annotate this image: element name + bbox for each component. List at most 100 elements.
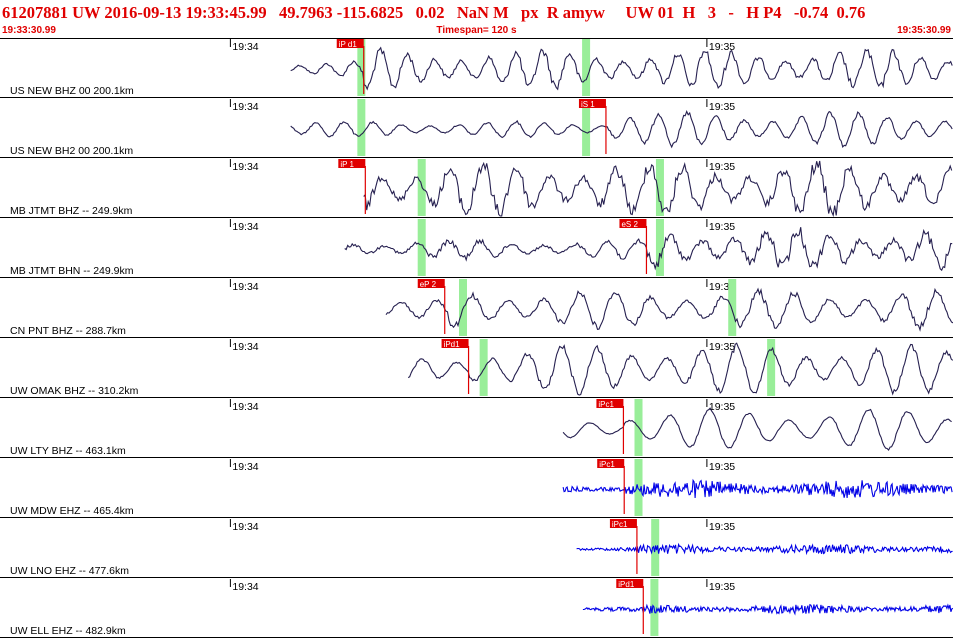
station-label: UW OMAK BHZ -- 310.2km bbox=[10, 385, 139, 397]
phase-pick-label: iPc1 bbox=[599, 460, 615, 469]
phase-pick-label: iPd1 bbox=[618, 580, 635, 589]
window-end-time: 19:35:30.99 bbox=[897, 25, 951, 36]
minute-tick-label: 19:34 bbox=[232, 41, 258, 53]
event-magnitude-type: M bbox=[493, 3, 509, 22]
trace-panel[interactable]: 19:34 19:35 iPc1 UW LNO EHZ -- 477.6km bbox=[0, 519, 953, 578]
phase-pick-label: iPc1 bbox=[612, 520, 628, 529]
phase-pick-flag bbox=[596, 399, 624, 408]
minute-tick-label: 19:34 bbox=[232, 581, 258, 593]
event-dash: - bbox=[728, 3, 734, 22]
minute-tick-label: 19:35 bbox=[709, 581, 735, 593]
event-longitude: -115.6825 bbox=[336, 3, 404, 22]
timespan-label: Timespan= 120 s bbox=[436, 25, 517, 36]
waveform-trace bbox=[344, 227, 953, 272]
phase-pick-flag bbox=[578, 99, 606, 108]
event-depth: 0.02 bbox=[415, 3, 445, 22]
trace-panel[interactable]: 19:34 19:35 iS 1 US NEW BH2 00 200.1km bbox=[0, 99, 953, 158]
trace-panel[interactable]: 19:34 19:35 iPd1 UW OMAK BHZ -- 310.2km bbox=[0, 339, 953, 398]
phase-window-marker bbox=[767, 339, 776, 396]
phase-pick-label: eP 2 bbox=[420, 280, 437, 289]
minute-tick-label: 19:34 bbox=[232, 461, 258, 473]
minute-tick-label: 19:34 bbox=[232, 281, 258, 293]
event-version: 01 bbox=[657, 3, 675, 22]
trace-panel[interactable]: 19:34 19:35 iP 1 MB JTMT BHZ -- 249.9km bbox=[0, 159, 953, 218]
event-id: 61207881 bbox=[2, 3, 68, 22]
waveform-trace bbox=[290, 110, 953, 149]
phase-pick-label: iP d1 bbox=[339, 40, 358, 49]
phase-window-marker bbox=[357, 39, 366, 96]
waveform-trace bbox=[576, 542, 953, 556]
phase-pick-flag bbox=[609, 519, 637, 528]
station-label: UW ELL EHZ -- 482.9km bbox=[10, 625, 126, 637]
station-label: MB JTMT BHN -- 249.9km bbox=[10, 265, 134, 277]
event-header: 61207881 UW 2016-09-13 19:33:45.99 49.79… bbox=[0, 0, 953, 38]
station-label: MB JTMT BHZ -- 249.9km bbox=[10, 205, 133, 217]
station-label: CN PNT BHZ -- 288.7km bbox=[10, 325, 126, 337]
event-date: 2016-09-13 bbox=[104, 3, 182, 22]
trace-panel[interactable]: 19:34 19:35 iPd1 UW ELL EHZ -- 482.9km bbox=[0, 579, 953, 638]
event-value-2: 0.76 bbox=[836, 3, 866, 22]
minute-tick-label: 19:34 bbox=[232, 401, 258, 413]
phase-window-marker bbox=[357, 99, 366, 156]
station-label: UW LTY BHZ -- 463.1km bbox=[10, 445, 126, 457]
phase-window-marker bbox=[582, 99, 591, 156]
minute-tick-label: 19:35 bbox=[709, 41, 735, 53]
minute-tick-label: 19:34 bbox=[232, 521, 258, 533]
minute-tick-label: 19:35 bbox=[709, 521, 735, 533]
station-label: US NEW BH2 00 200.1km bbox=[10, 145, 133, 157]
phase-pick-label: iPc1 bbox=[598, 400, 614, 409]
phase-pick-label: eS 2 bbox=[621, 220, 638, 229]
phase-window-marker bbox=[479, 339, 488, 396]
phase-pick-label: iP 1 bbox=[340, 160, 354, 169]
phase-pick-flag bbox=[336, 39, 364, 48]
waveform-trace bbox=[562, 478, 953, 499]
event-source-network: UW bbox=[625, 3, 654, 22]
waveform-trace bbox=[385, 287, 953, 332]
event-magnitude: NaN bbox=[456, 3, 489, 22]
phase-pick-label: iS 1 bbox=[581, 100, 595, 109]
event-flags: px R amyw bbox=[521, 3, 605, 22]
station-label: US NEW BHZ 00 200.1km bbox=[10, 85, 134, 97]
trace-panel[interactable]: 19:34 19:35 eS 2 MB JTMT BHN -- 249.9km bbox=[0, 219, 953, 278]
waveform-trace bbox=[562, 407, 952, 452]
time-window-line: 19:33:30.99 Timespan= 120 s 19:35:30.99 bbox=[0, 24, 953, 38]
trace-panel[interactable]: 19:34 19:35 iP d1 US NEW BHZ 00 200.1km bbox=[0, 38, 953, 98]
minute-tick-label: 19:34 bbox=[232, 221, 258, 233]
station-label: UW MDW EHZ -- 465.4km bbox=[10, 505, 134, 517]
minute-tick-label: 19:34 bbox=[232, 101, 258, 113]
phase-pick-label: iPd1 bbox=[444, 340, 461, 349]
event-network: UW bbox=[72, 3, 101, 22]
station-label: UW LNO EHZ -- 477.6km bbox=[10, 565, 129, 577]
phase-window-marker bbox=[655, 219, 664, 276]
phase-pick-flag bbox=[616, 579, 644, 588]
phase-window-marker bbox=[582, 39, 591, 96]
event-latitude: 49.7963 bbox=[279, 3, 333, 22]
phase-window-marker bbox=[634, 459, 643, 516]
phase-window-marker bbox=[728, 279, 737, 336]
event-count: 3 bbox=[707, 3, 716, 22]
phase-window-marker bbox=[417, 219, 426, 276]
minute-tick-label: 19:35 bbox=[709, 101, 735, 113]
minute-tick-label: 19:34 bbox=[232, 161, 258, 173]
phase-pick-flag bbox=[338, 159, 366, 168]
waveform-trace bbox=[363, 160, 953, 218]
phase-window-marker bbox=[655, 159, 664, 216]
event-hp-flag: H P4 bbox=[746, 3, 782, 22]
minute-tick-label: 19:35 bbox=[709, 161, 735, 173]
trace-panel[interactable]: 19:34 19:35 iPc1 UW MDW EHZ -- 465.4km bbox=[0, 459, 953, 518]
waveform-trace bbox=[290, 46, 953, 91]
minute-tick-label: 19:35 bbox=[709, 461, 735, 473]
event-value-1: -0.74 bbox=[793, 3, 829, 22]
minute-tick-label: 19:35 bbox=[709, 401, 735, 413]
minute-tick-label: 19:35 bbox=[709, 221, 735, 233]
event-h-flag: H bbox=[682, 3, 696, 22]
phase-pick-flag bbox=[417, 279, 445, 288]
event-time: 19:33:45.99 bbox=[185, 3, 267, 22]
trace-panel[interactable]: 19:34 19:35 iPc1 UW LTY BHZ -- 463.1km bbox=[0, 399, 953, 458]
phase-pick-flag bbox=[441, 339, 469, 348]
phase-pick-flag bbox=[619, 219, 647, 228]
minute-tick-label: 19:35 bbox=[709, 341, 735, 353]
phase-pick-flag bbox=[597, 459, 625, 468]
